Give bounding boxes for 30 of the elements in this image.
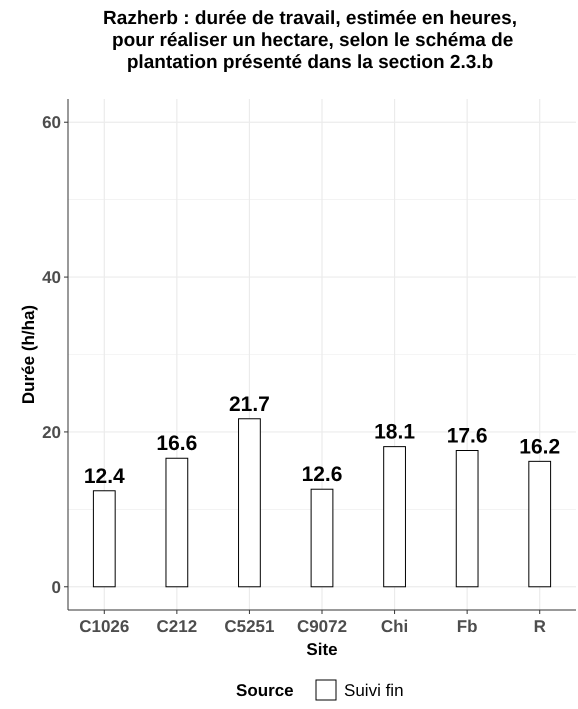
x-tick-label: Fb [456, 617, 478, 636]
bar [165, 458, 188, 588]
data-label: 16.2 [519, 435, 560, 458]
data-label: 12.4 [84, 464, 126, 488]
y-tick-label: 60 [42, 113, 61, 132]
bar [528, 460, 552, 588]
y-tick-label: 40 [42, 268, 61, 288]
data-label: 18.1 [374, 420, 416, 444]
x-tick-label: R [534, 617, 546, 636]
bar [238, 418, 261, 588]
bar [92, 490, 116, 588]
x-tick-label: C212 [156, 617, 198, 636]
x-axis-title: Site [306, 640, 338, 659]
data-label: 17.6 [446, 424, 488, 448]
x-tick-label: C5251 [224, 617, 274, 636]
bar [456, 450, 479, 588]
legend-label: Suivi fin [344, 681, 404, 700]
y-tick-label: 20 [42, 422, 61, 442]
x-tick-label: Chi [380, 617, 408, 636]
data-label: 16.6 [156, 432, 198, 456]
y-axis-title: Durée (h/ha) [19, 304, 38, 404]
bar [310, 488, 334, 588]
data-label: 12.6 [302, 463, 342, 486]
x-tick-label: C1026 [79, 617, 130, 636]
data-label: 21.7 [228, 392, 270, 416]
legend-title: Source [236, 681, 294, 700]
bar [383, 446, 406, 588]
y-tick-label: 0 [52, 578, 61, 597]
chart-title: Razherb : durée de travail, estimée en heures, pour réaliser un hectare, selon le schéma de plantation présenté dans la section 2.3.b [103, 8, 517, 73]
x-tick-label: C9072 [296, 617, 348, 636]
